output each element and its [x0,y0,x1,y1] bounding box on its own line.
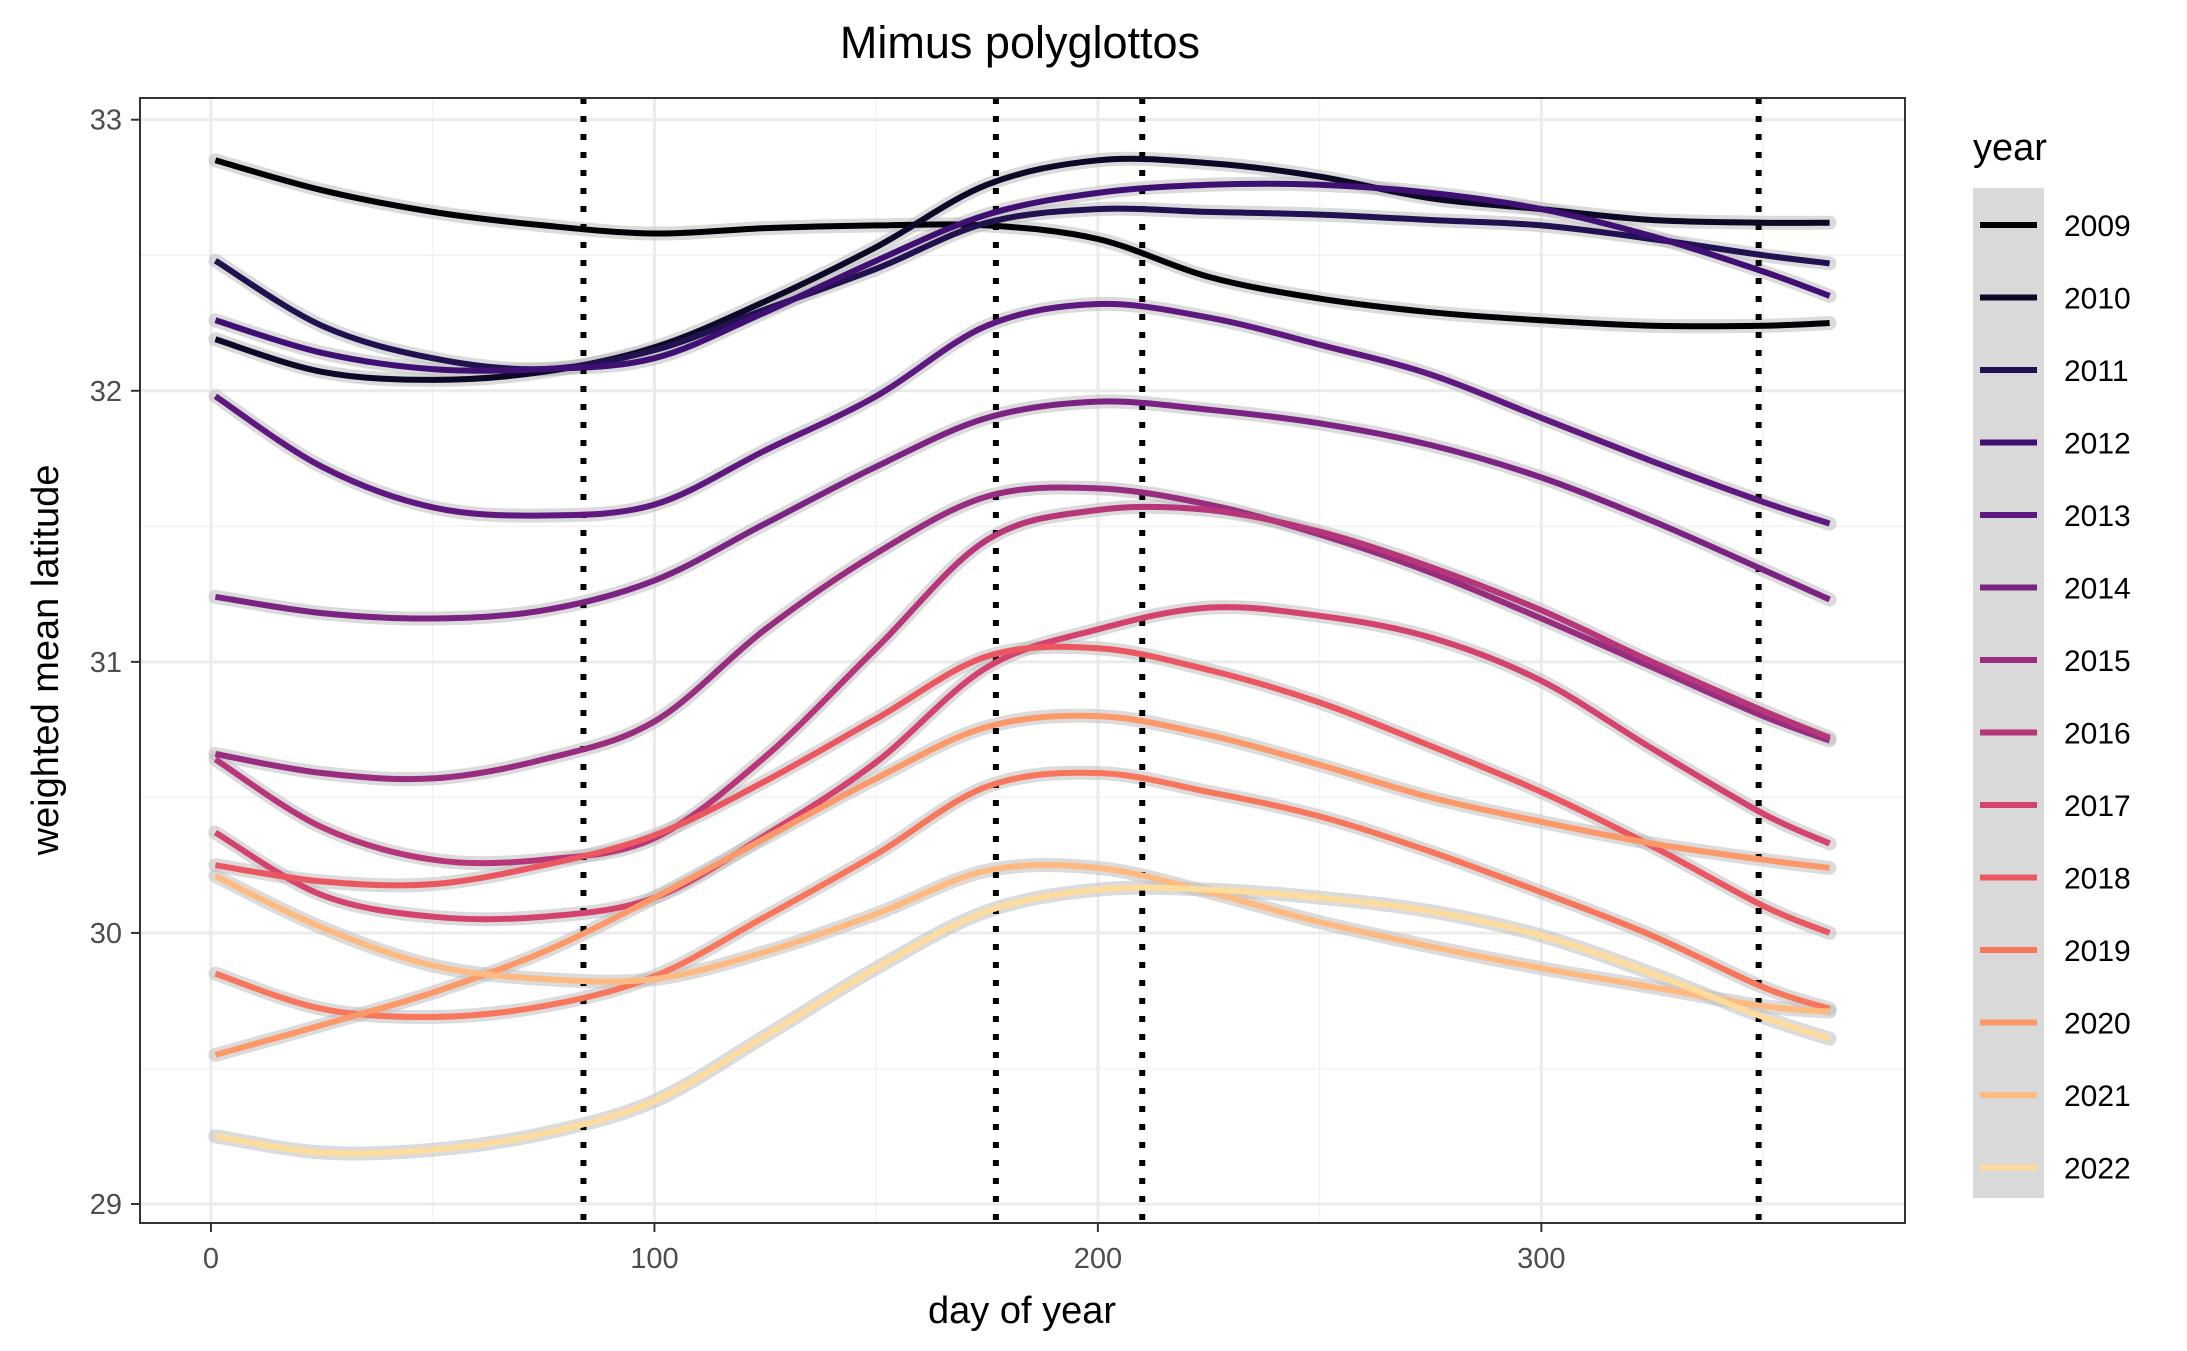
series-line-2018 [214,643,1831,936]
series-line-2011 [213,205,1830,373]
legend-label-2022: 2022 [2064,1153,2131,1186]
y-axis-title: weighted mean latitude [25,465,67,857]
legend-label-2016: 2016 [2064,718,2131,751]
legend-label-2010: 2010 [2064,283,2131,316]
y-tick-label: 33 [90,105,122,137]
legend-title: year [1973,127,2047,169]
series-line-2013 [213,300,1831,527]
x-tick-label: 300 [1517,1243,1565,1275]
legend-label-2021: 2021 [2064,1080,2131,1113]
legend-label-2019: 2019 [2064,935,2131,968]
y-tick-label: 29 [90,1189,122,1221]
series-line-2016 [213,503,1831,867]
plot-panel [139,97,1906,1224]
y-tick-label: 30 [90,918,122,950]
legend-label-2020: 2020 [2064,1008,2131,1041]
series-line-2014 [214,398,1831,622]
legend-label-2011: 2011 [2064,355,2129,388]
legend-label-2013: 2013 [2064,500,2131,533]
chart-title: Mimus polyglottos [840,17,1200,68]
legend-label-2018: 2018 [2064,863,2131,896]
x-axis: 0 100 200 300 [203,1223,1566,1275]
y-tick-label: 32 [90,376,122,408]
series-line-2015 [214,484,1831,783]
x-axis-title: day of year [928,1290,1116,1332]
grid-lines [140,98,1905,1223]
legend: year 2009 2010 2011 2012 2013 2014 2015 2016 201… [1973,127,2131,1198]
legend-key-background [1973,188,2044,1198]
panel-border [139,97,1906,1224]
series-line-2022 [214,884,1831,1157]
series-line-2021 [214,862,1830,1015]
series-lines [213,155,1831,1157]
x-tick-label: 200 [1074,1243,1122,1275]
legend-label-2012: 2012 [2064,428,2131,461]
legend-label-2015: 2015 [2064,645,2131,678]
series-line-2009 [214,157,1830,330]
legend-label-2017: 2017 [2064,790,2131,823]
series-line-2010 [214,155,1830,383]
legend-label-2014: 2014 [2064,573,2131,606]
series-line-2012 [214,180,1831,374]
x-tick-label: 0 [203,1243,219,1275]
y-axis: 29 30 31 32 33 [90,105,140,1221]
series-line-2019 [214,769,1831,1021]
x-tick-label: 100 [630,1243,678,1275]
legend-label-2009: 2009 [2064,210,2131,243]
legend-items: 2009 2010 2011 2012 2013 2014 2015 2016 2017 2018… [1980,210,2131,1186]
y-tick-label: 31 [90,647,122,679]
